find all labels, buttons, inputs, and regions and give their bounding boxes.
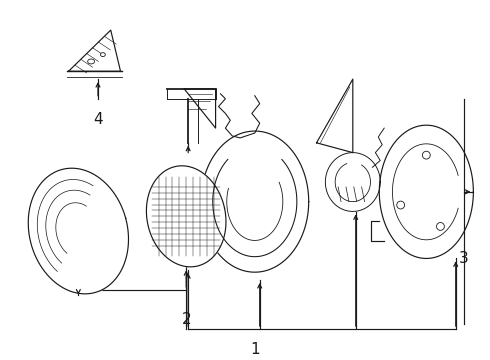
Polygon shape: [184, 89, 216, 128]
Text: 3: 3: [459, 251, 468, 266]
Ellipse shape: [422, 151, 430, 159]
Ellipse shape: [437, 222, 444, 230]
Polygon shape: [379, 125, 473, 258]
Polygon shape: [69, 30, 121, 71]
Ellipse shape: [397, 201, 405, 209]
Text: 4: 4: [93, 112, 103, 127]
Polygon shape: [325, 153, 380, 211]
Text: 2: 2: [181, 312, 191, 327]
Polygon shape: [201, 131, 309, 272]
Ellipse shape: [88, 59, 95, 64]
Polygon shape: [147, 166, 226, 267]
Ellipse shape: [100, 53, 105, 57]
Text: 1: 1: [250, 342, 260, 357]
Polygon shape: [28, 168, 128, 294]
Polygon shape: [317, 79, 353, 153]
